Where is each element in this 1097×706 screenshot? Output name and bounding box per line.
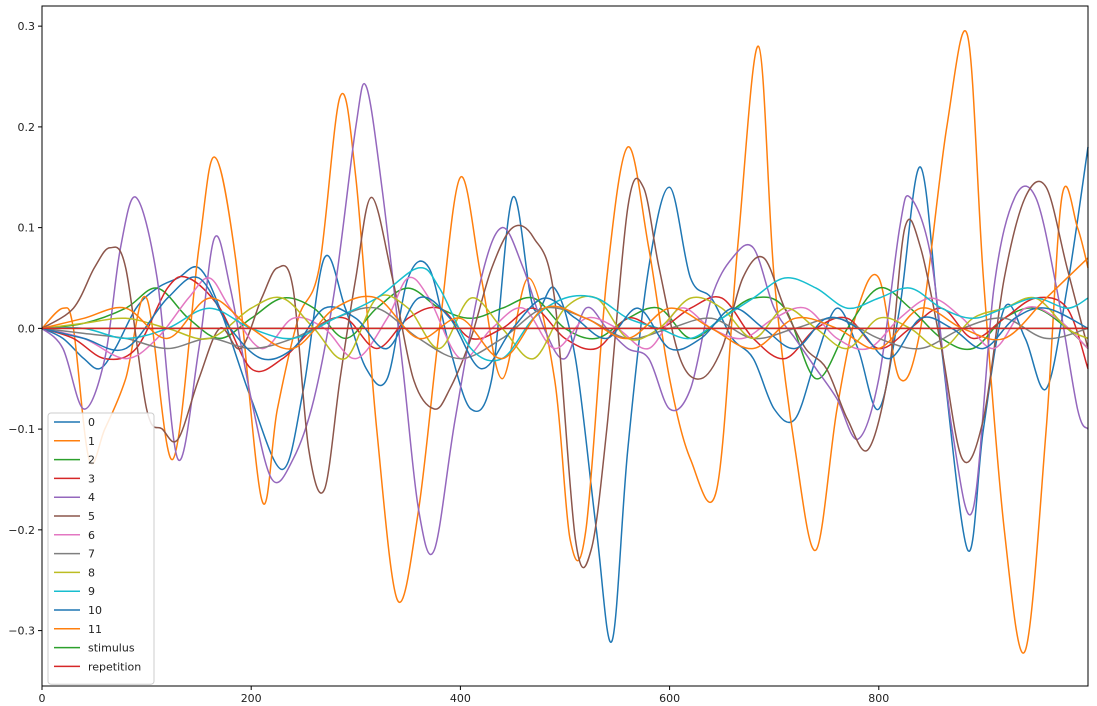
series-line-5	[41, 177, 1089, 569]
legend: 0 1 2 3 4 5 6 7 8 9 10 11 stimulus repetition	[47, 412, 155, 685]
y-axis: 0.3 0.2 0.1 0.0 −0.1 −0.2 −0.3	[8, 20, 42, 638]
legend-label-3: 3	[88, 472, 95, 485]
series-line-1	[41, 30, 1089, 654]
series-line-11	[41, 257, 1089, 360]
x-axis: 0 200 400 600 800	[39, 686, 889, 705]
legend-box	[47, 412, 155, 685]
legend-label-6: 6	[88, 529, 95, 542]
x-tick-label: 400	[450, 692, 471, 705]
y-tick-label: 0.2	[18, 121, 36, 134]
legend-label-1: 1	[88, 435, 95, 448]
x-tick-label: 0	[39, 692, 46, 705]
y-tick-label: 0.3	[18, 20, 36, 33]
y-tick-label: −0.2	[8, 524, 35, 537]
legend-label-4: 4	[88, 491, 95, 504]
series-group	[41, 30, 1089, 654]
series-line-3	[41, 275, 1089, 373]
plot-area-background	[42, 6, 1088, 686]
legend-label-9: 9	[88, 585, 95, 598]
series-line-6	[41, 276, 1089, 360]
legend-label-stimulus: stimulus	[88, 642, 135, 655]
legend-label-5: 5	[88, 510, 95, 523]
series-line-4	[41, 83, 1089, 556]
x-tick-label: 800	[868, 692, 889, 705]
legend-label-10: 10	[88, 604, 102, 617]
legend-label-2: 2	[88, 454, 95, 467]
x-tick-label: 600	[659, 692, 680, 705]
y-tick-label: 0.1	[18, 222, 36, 235]
y-tick-label: −0.3	[8, 625, 35, 638]
series-line-10	[41, 276, 1089, 370]
y-tick-label: 0.0	[18, 322, 36, 335]
plot-frame	[41, 5, 1089, 687]
legend-label-repetition: repetition	[88, 660, 141, 673]
series-line-9	[41, 266, 1089, 362]
legend-label-7: 7	[88, 548, 95, 561]
legend-label-11: 11	[88, 623, 102, 636]
x-tick-label: 200	[241, 692, 262, 705]
legend-label-8: 8	[88, 566, 95, 579]
y-tick-label: −0.1	[8, 423, 35, 436]
legend-label-0: 0	[88, 416, 95, 429]
